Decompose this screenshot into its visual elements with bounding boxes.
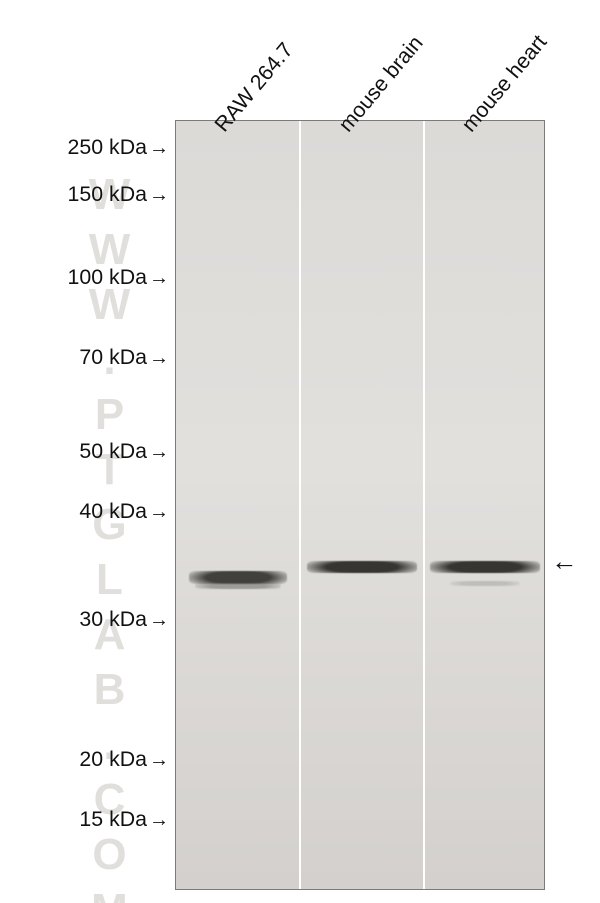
mw-value: 50 kDa <box>79 439 147 463</box>
lane-separator <box>423 121 425 889</box>
mw-marker-label: 100 kDa→ <box>68 265 169 290</box>
mw-marker-label: 15 kDa→ <box>79 807 169 832</box>
arrow-right-icon: → <box>149 749 169 771</box>
arrow-right-icon: → <box>149 809 169 831</box>
arrow-right-icon: → <box>149 441 169 463</box>
protein-band <box>307 561 417 573</box>
mw-marker-label: 20 kDa→ <box>79 747 169 772</box>
arrow-right-icon: → <box>149 184 169 206</box>
mw-value: 30 kDa <box>79 607 147 631</box>
protein-band <box>430 561 540 573</box>
arrow-right-icon: → <box>149 347 169 369</box>
arrow-right-icon: → <box>149 137 169 159</box>
western-blot-figure: WWW.PTGLAB.COM ← RAW 264.7mouse brainmou… <box>0 0 600 903</box>
mw-value: 100 kDa <box>68 265 147 289</box>
mw-marker-label: 250 kDa→ <box>68 135 169 160</box>
arrow-right-icon: → <box>149 609 169 631</box>
mw-value: 250 kDa <box>68 135 147 159</box>
mw-value: 70 kDa <box>79 345 147 369</box>
mw-marker-label: 150 kDa→ <box>68 182 169 207</box>
mw-value: 20 kDa <box>79 747 147 771</box>
arrow-right-icon: → <box>149 501 169 523</box>
protein-band <box>195 583 281 589</box>
mw-marker-label: 40 kDa→ <box>79 499 169 524</box>
mw-marker-label: 30 kDa→ <box>79 607 169 632</box>
blot-membrane <box>175 120 545 890</box>
arrow-right-icon: → <box>149 267 169 289</box>
mw-value: 15 kDa <box>79 807 147 831</box>
mw-value: 150 kDa <box>68 182 147 206</box>
mw-marker-label: 70 kDa→ <box>79 345 169 370</box>
protein-band <box>450 581 520 586</box>
lane-separator <box>299 121 301 889</box>
mw-marker-label: 50 kDa→ <box>79 439 169 464</box>
target-band-arrow-icon: ← <box>551 546 578 577</box>
mw-value: 40 kDa <box>79 499 147 523</box>
